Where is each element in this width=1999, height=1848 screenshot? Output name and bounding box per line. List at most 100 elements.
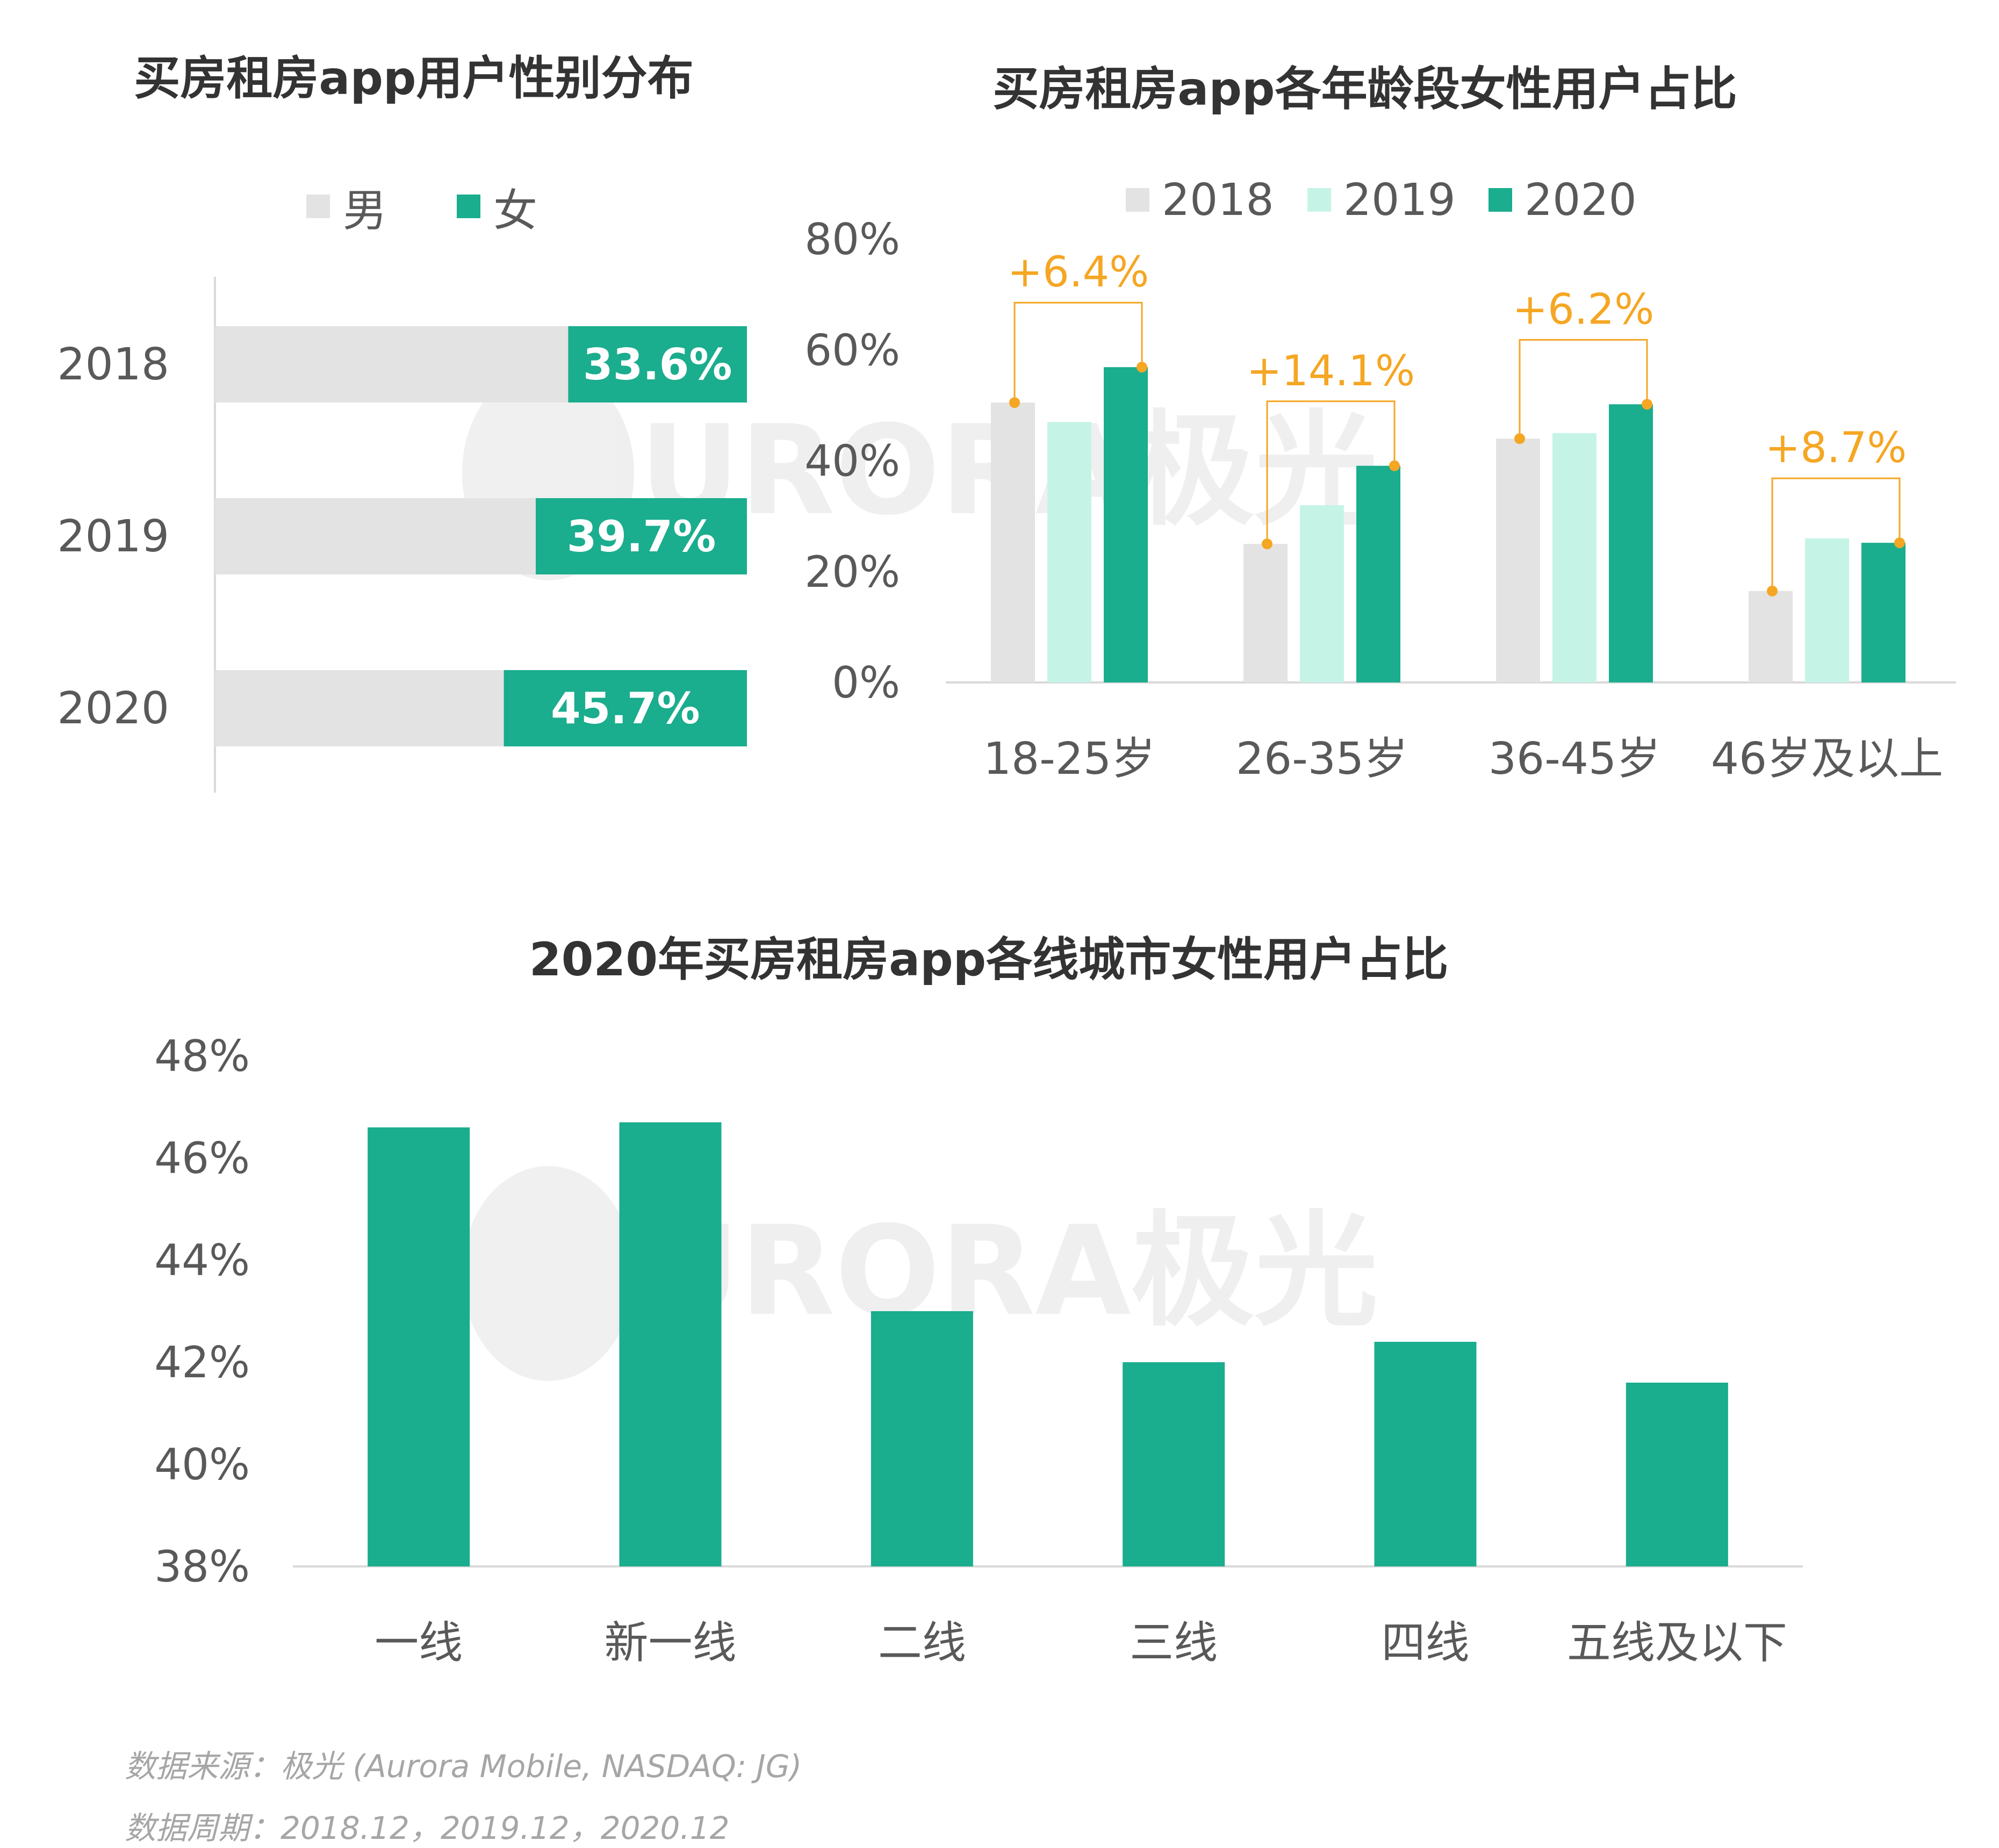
y-tick-label: 60% xyxy=(804,325,900,375)
growth-bracket xyxy=(1519,339,1648,439)
y-tick-label-2018: 2018 xyxy=(57,339,169,390)
bar-female-2018 xyxy=(568,326,747,402)
growth-marker-end xyxy=(1642,399,1652,410)
bar-female-label-2019: 39.7% xyxy=(567,512,716,562)
gender-category-labels: 2018 2019 2020 xyxy=(57,339,169,734)
growth-label: +6.4% xyxy=(1008,248,1149,297)
growth-marker-end xyxy=(1137,362,1147,373)
y-tick-label: 48% xyxy=(154,1031,250,1081)
age-chart: 买房租房app各年龄段女性用户占比 2018 2019 2020 0% 20% 40… xyxy=(804,62,1956,785)
y-tick-label: 20% xyxy=(804,547,900,597)
growth-label: +8.7% xyxy=(1765,424,1907,472)
bar-female-2020 xyxy=(504,670,747,746)
legend-label-2019: 2019 xyxy=(1343,175,1456,226)
legend-swatch-female xyxy=(457,195,480,218)
bar-2019-18-25岁 xyxy=(1047,422,1091,682)
bar-2020-36-45岁 xyxy=(1609,404,1653,682)
bar-2019-36-45岁 xyxy=(1552,433,1597,682)
y-tick-label: 44% xyxy=(154,1235,250,1285)
bar-female-2019 xyxy=(535,498,747,574)
bar-2019-26-35岁 xyxy=(1300,505,1344,682)
bar-male-2018 xyxy=(215,326,569,402)
data-source-note: 数据来源：极光 (Aurora Mobile, NASDAQ: JG) xyxy=(125,1748,802,1785)
x-tick-label: 36-45岁 xyxy=(1489,734,1660,785)
x-tick-label: 四线 xyxy=(1381,1617,1469,1669)
y-tick-label: 38% xyxy=(154,1542,250,1592)
x-tick-label: 二线 xyxy=(878,1617,966,1669)
city-x-axis: 一线 新一线 二线 三线 四线 五线及以下 xyxy=(375,1617,1787,1669)
gender-legend: 男 女 xyxy=(306,185,537,236)
bar-female-label-2020: 45.7% xyxy=(551,684,700,734)
legend-swatch-2019 xyxy=(1307,188,1331,212)
city-y-axis: 38% 40% 42% 44% 46% 48% xyxy=(154,1031,250,1592)
legend-label-male: 男 xyxy=(343,185,387,236)
bar-2020-18-25岁 xyxy=(1104,367,1148,682)
bar-2018-36-45岁 xyxy=(1496,438,1540,682)
x-tick-label: 一线 xyxy=(375,1617,463,1669)
y-tick-label: 40% xyxy=(154,1440,250,1490)
x-tick-label: 26-35岁 xyxy=(1236,734,1408,785)
age-annotations: +6.4% +14.1% +6.2% +8.7% xyxy=(1008,248,1907,596)
data-period-note: 数据周期：2018.12，2019.12，2020.12 xyxy=(125,1810,730,1846)
bar-2020-26-35岁 xyxy=(1356,465,1400,682)
gender-chart-title: 买房租房app用户性别分布 xyxy=(134,52,693,105)
bar-2019-46岁及以上 xyxy=(1805,538,1849,682)
y-tick-label: 46% xyxy=(154,1133,250,1183)
bar-三线 xyxy=(1123,1362,1225,1566)
legend-label-female: 女 xyxy=(493,185,537,236)
age-bars xyxy=(991,367,1905,682)
x-tick-label: 五线及以下 xyxy=(1567,1617,1787,1669)
y-tick-label-2019: 2019 xyxy=(57,511,169,562)
y-tick-label: 40% xyxy=(804,436,900,486)
bar-male-2020 xyxy=(215,670,504,746)
watermark-logo-icon xyxy=(462,1166,634,1381)
age-y-axis: 0% 20% 40% 60% 80% xyxy=(804,214,900,708)
watermark-bottom: URORA极光 xyxy=(462,1166,1378,1381)
x-tick-label: 18-25岁 xyxy=(983,734,1155,785)
legend-swatch-2020 xyxy=(1489,188,1512,212)
legend-swatch-male xyxy=(306,195,330,218)
age-x-axis: 18-25岁 26-35岁 36-45岁 46岁及以上 xyxy=(983,734,1943,785)
y-tick-label: 0% xyxy=(832,658,900,708)
growth-marker-start xyxy=(1767,585,1778,596)
bar-二线 xyxy=(871,1311,973,1566)
legend-swatch-2018 xyxy=(1126,188,1149,212)
gender-bars: 33.6% 39.7% 45.7% xyxy=(215,326,747,746)
growth-bracket xyxy=(1013,301,1143,403)
bar-2018-18-25岁 xyxy=(991,402,1035,682)
x-tick-label: 三线 xyxy=(1130,1617,1218,1669)
bar-2020-46岁及以上 xyxy=(1861,543,1905,682)
bar-四线 xyxy=(1374,1342,1477,1566)
growth-label: +14.1% xyxy=(1247,347,1415,396)
x-tick-label: 新一线 xyxy=(604,1617,736,1669)
bar-新一线 xyxy=(619,1122,722,1566)
bar-2018-26-35岁 xyxy=(1243,544,1288,682)
bar-male-2019 xyxy=(215,498,536,574)
city-chart: 2020年买房租房app各线城市女性用户占比 38% 40% 42% 44% 46% 48… xyxy=(154,933,1803,1669)
growth-marker-start xyxy=(1009,397,1020,408)
city-chart-title: 2020年买房租房app各线城市女性用户占比 xyxy=(529,933,1449,987)
y-tick-label: 42% xyxy=(154,1338,250,1387)
age-chart-title: 买房租房app各年龄段女性用户占比 xyxy=(993,62,1737,116)
gender-chart: 买房租房app用户性别分布 男 女 33.6%39.7%45.7% 201820… xyxy=(57,52,747,793)
bar-一线 xyxy=(368,1127,470,1566)
x-tick-label: 46岁及以上 xyxy=(1711,734,1943,785)
legend-label-2020: 2020 xyxy=(1525,175,1637,226)
growth-bracket xyxy=(1266,400,1396,544)
growth-marker-start xyxy=(1514,433,1525,444)
growth-label: +6.2% xyxy=(1513,285,1655,334)
bar-female-label-2018: 33.6% xyxy=(583,340,732,390)
bar-五线及以下 xyxy=(1626,1383,1728,1566)
legend-label-2018: 2018 xyxy=(1162,175,1274,226)
growth-marker-end xyxy=(1894,537,1905,549)
growth-marker-start xyxy=(1262,538,1272,550)
watermark-text: URORA极光 xyxy=(639,1200,1378,1343)
city-bars xyxy=(368,1122,1728,1566)
bar-2018-46岁及以上 xyxy=(1749,591,1793,682)
age-legend: 2018 2019 2020 xyxy=(1126,175,1637,226)
growth-marker-end xyxy=(1389,460,1400,471)
y-tick-label-2020: 2020 xyxy=(57,683,169,734)
y-tick-label: 80% xyxy=(804,214,900,264)
growth-bracket xyxy=(1771,477,1901,591)
